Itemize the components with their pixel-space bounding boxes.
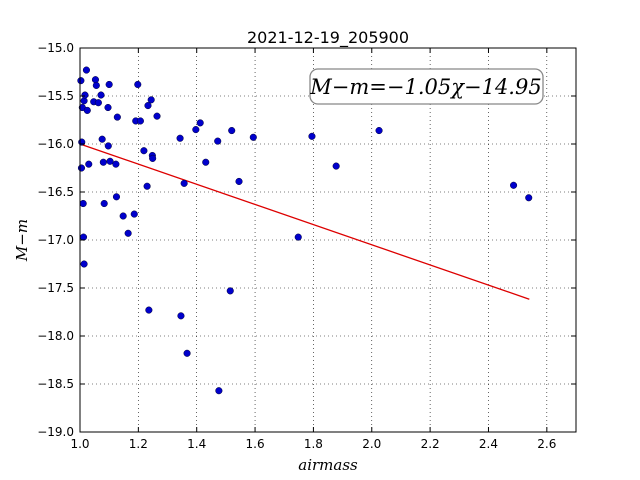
y-tick-label: −17.0 xyxy=(37,233,74,247)
data-point xyxy=(99,158,107,166)
data-point xyxy=(136,117,144,125)
y-axis-label: M−m xyxy=(13,219,31,262)
y-tick-label: −19.0 xyxy=(37,425,74,439)
data-point xyxy=(226,287,234,295)
data-point xyxy=(92,81,100,89)
data-point xyxy=(104,103,112,112)
data-point xyxy=(143,182,151,190)
data-point xyxy=(525,194,533,202)
data-point xyxy=(79,199,87,208)
chart-title: 2021-12-19_205900 xyxy=(247,28,409,48)
y-tick-label: −15.5 xyxy=(37,89,74,103)
y-tick-label: −15.0 xyxy=(37,41,74,55)
data-point xyxy=(97,91,105,99)
x-tick-label: 2.0 xyxy=(362,437,381,451)
y-tick-label: −18.5 xyxy=(37,377,74,391)
data-point xyxy=(375,127,383,135)
data-point xyxy=(81,91,89,99)
data-point xyxy=(294,233,302,241)
x-tick-labels: 1.0 1.2 1.4 1.6 1.8 2.0 2.2 2.4 2.6 xyxy=(70,437,556,451)
data-point xyxy=(94,99,102,107)
data-point xyxy=(124,229,132,237)
data-point xyxy=(180,179,188,187)
x-tick-label: 1.8 xyxy=(304,437,323,451)
data-point xyxy=(79,233,88,241)
x-tick-label: 1.4 xyxy=(187,437,206,451)
data-point xyxy=(106,157,114,165)
y-tick-label: −16.5 xyxy=(37,185,74,199)
data-point xyxy=(510,181,518,189)
equation-annotation: M−m=−1.05χ−14.95 xyxy=(309,75,541,99)
y-tick-label: −16.0 xyxy=(37,137,74,151)
data-point xyxy=(82,66,90,74)
data-point xyxy=(104,142,112,150)
data-point xyxy=(80,260,88,268)
x-tick-label: 2.4 xyxy=(479,437,498,451)
data-point xyxy=(145,306,153,314)
data-point xyxy=(153,112,161,120)
x-tick-label: 1.6 xyxy=(246,437,265,451)
x-axis-label: airmass xyxy=(298,456,358,474)
data-point xyxy=(183,349,191,357)
data-point xyxy=(249,133,257,141)
data-point xyxy=(176,134,184,142)
data-point xyxy=(235,177,243,185)
data-point xyxy=(105,80,113,89)
data-point xyxy=(113,113,121,121)
data-point xyxy=(91,76,100,84)
data-point xyxy=(77,77,85,85)
data-point xyxy=(98,135,106,143)
data-point xyxy=(100,199,108,208)
data-point xyxy=(77,164,86,172)
grid-lines xyxy=(79,47,576,433)
data-point xyxy=(112,193,121,201)
data-point xyxy=(80,97,88,105)
data-point xyxy=(147,96,155,104)
x-tick-label: 1.2 xyxy=(129,437,148,451)
data-point xyxy=(192,126,200,134)
x-tick-label: 1.0 xyxy=(70,437,89,451)
data-point xyxy=(202,158,210,166)
data-points xyxy=(77,66,533,395)
data-point xyxy=(112,160,120,168)
data-point xyxy=(214,137,222,145)
data-point xyxy=(177,312,185,320)
data-point xyxy=(140,147,148,155)
axis-ticks xyxy=(79,47,576,433)
data-point xyxy=(83,106,91,114)
equation-box xyxy=(309,68,544,105)
x-tick-label: 2.2 xyxy=(421,437,440,451)
y-tick-labels: −15.0 −15.5 −16.0 −16.5 −17.0 −17.5 −18.0 −18.5… xyxy=(37,41,74,439)
data-point xyxy=(196,119,204,127)
data-point xyxy=(332,162,340,170)
data-point xyxy=(130,210,138,218)
y-tick-label: −18.0 xyxy=(37,329,74,343)
y-tick-label: −17.5 xyxy=(37,281,74,295)
data-point xyxy=(308,132,316,140)
fit-line xyxy=(79,143,530,300)
data-point xyxy=(149,154,157,162)
data-point xyxy=(134,80,142,89)
x-tick-label: 2.6 xyxy=(537,437,556,451)
data-point xyxy=(85,160,93,168)
data-point xyxy=(119,212,127,220)
data-point xyxy=(228,127,236,135)
data-point xyxy=(144,102,152,110)
data-point xyxy=(215,387,223,395)
